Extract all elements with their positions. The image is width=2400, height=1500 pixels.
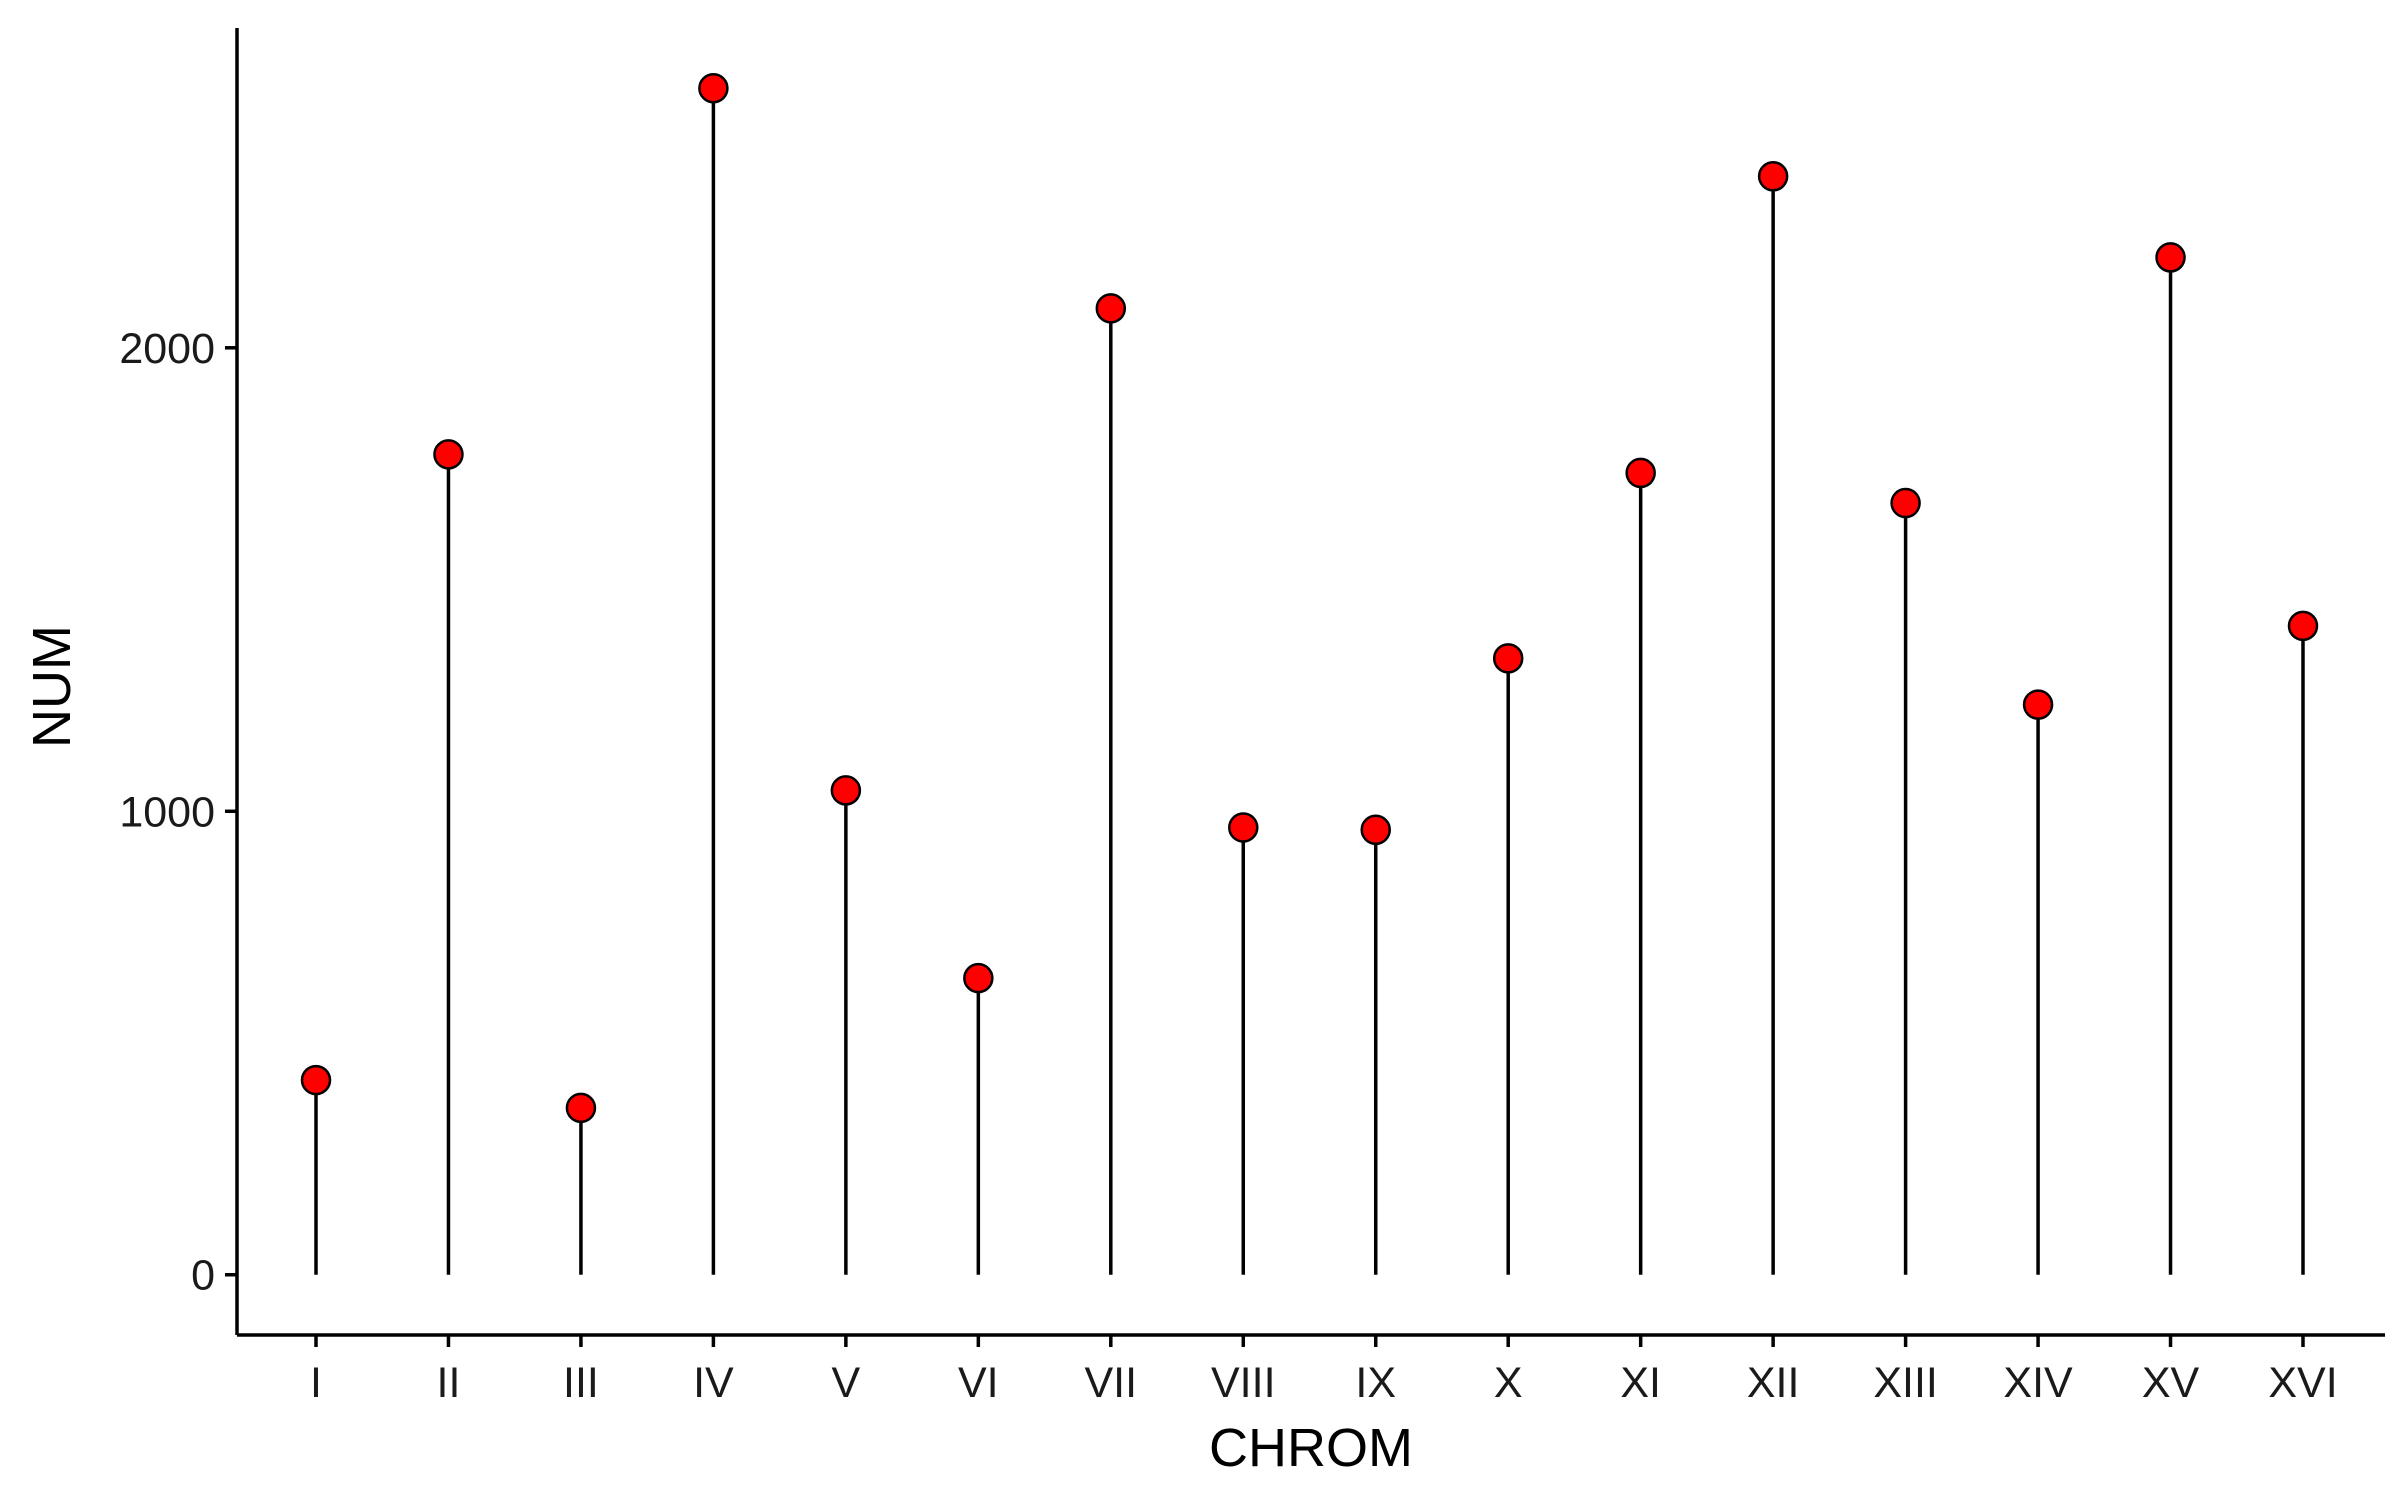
x-tick-label: XII: [1747, 1359, 1800, 1407]
point-XI: [1625, 457, 1656, 489]
point-X: [1492, 643, 1524, 674]
x-tick-label: XVI: [2268, 1359, 2337, 1407]
axes-layer: [235, 28, 2385, 1337]
x-tick-label: II: [437, 1359, 461, 1407]
point-VI: [963, 962, 994, 994]
point-II: [433, 439, 464, 470]
point-XIV: [2022, 689, 2054, 720]
stems-layer: [314, 88, 2305, 1275]
point-XIII: [1890, 487, 1921, 519]
point-XVI: [2287, 610, 2319, 642]
x-tick-label: XIV: [2003, 1359, 2073, 1407]
x-tick-label: XIII: [1873, 1359, 1938, 1407]
point-V: [830, 775, 862, 806]
point-IV: [698, 73, 729, 104]
point-XV: [2155, 242, 2186, 273]
point-VII: [1095, 293, 1127, 324]
x-tick-label: III: [563, 1359, 599, 1407]
y-axis-title: NUM: [22, 625, 82, 748]
point-I: [300, 1064, 332, 1096]
x-ticks: I II III IV V VI VII VIII IX X XI XII XIII XIV XV XVI: [310, 1335, 2338, 1407]
x-tick-label: XV: [2142, 1359, 2200, 1407]
y-tick-label: 1000: [119, 788, 215, 836]
y-ticks: 0 1000 2000: [119, 325, 237, 1300]
point-IX: [1360, 814, 1391, 846]
points-layer: [300, 73, 2319, 1124]
y-tick-label: 2000: [119, 325, 215, 373]
x-tick-label: X: [1494, 1359, 1523, 1407]
x-tick-label: IX: [1355, 1359, 1396, 1407]
x-tick-label: VII: [1085, 1359, 1138, 1407]
point-VIII: [1228, 812, 1259, 843]
x-tick-label: I: [310, 1359, 322, 1407]
x-axis-title: CHROM: [1209, 1418, 1413, 1478]
x-tick-label: V: [832, 1359, 861, 1407]
point-XII: [1757, 161, 1789, 192]
x-tick-label: VIII: [1211, 1359, 1276, 1407]
point-III: [565, 1092, 597, 1124]
x-tick-label: XI: [1620, 1359, 1661, 1407]
y-tick-label: 0: [191, 1252, 215, 1300]
x-tick-label: VI: [958, 1359, 999, 1407]
x-tick-label: IV: [693, 1359, 734, 1407]
